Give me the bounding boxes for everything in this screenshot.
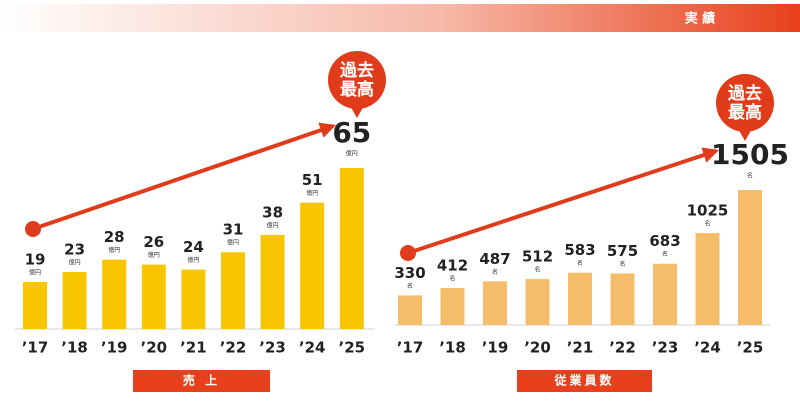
x-tick-label: ’25 (737, 339, 764, 357)
x-tick-label: ’24 (694, 339, 721, 357)
value-label: 1025 (687, 202, 729, 220)
x-tick-label: ’22 (220, 339, 247, 357)
x-tick-label: ’25 (339, 339, 366, 357)
value-label: 51 (302, 171, 323, 189)
badge-text: 最高 (340, 79, 374, 100)
unit-label: 名 (619, 260, 625, 268)
header-bar (0, 4, 800, 32)
value-label: 65 (332, 116, 371, 149)
unit-label: 億円 (148, 251, 160, 259)
value-label: 487 (479, 250, 510, 268)
bar (23, 281, 47, 329)
trend-arrow (32, 122, 337, 231)
unit-label: 名 (449, 275, 455, 283)
value-label: 575 (607, 242, 638, 260)
bar (221, 252, 245, 329)
value-label: 38 (262, 203, 283, 221)
value-label: 583 (564, 241, 595, 259)
unit-label: 億円 (69, 259, 81, 267)
bar (141, 264, 166, 329)
value-label: 24 (183, 238, 204, 256)
bar (260, 234, 285, 329)
unit-label: 億円 (187, 256, 199, 264)
chart-label-box (133, 370, 270, 392)
x-tick-label: ’23 (652, 339, 679, 357)
unit-label: 億円 (29, 268, 41, 276)
badge-text: 過去 (340, 60, 374, 81)
bar (568, 272, 592, 325)
x-tick-label: ’23 (259, 339, 286, 357)
unit-label: 名 (407, 282, 413, 290)
x-tick-label: ’22 (609, 339, 636, 357)
x-tick-label: ’21 (180, 339, 207, 357)
x-tick-label: ’20 (524, 339, 551, 357)
unit-label: 名 (492, 268, 498, 276)
value-label: 683 (649, 232, 680, 250)
value-label: 28 (104, 228, 125, 246)
unit-label: 名 (662, 250, 668, 258)
unit-label: 億円 (306, 189, 318, 197)
value-label: 23 (64, 241, 85, 259)
bar (181, 269, 206, 329)
unit-label: 名 (534, 266, 540, 274)
unit-label: 億円 (346, 150, 358, 158)
x-tick-label: ’19 (482, 339, 509, 357)
trend-start (400, 245, 416, 261)
trend-start (25, 221, 41, 237)
bar (738, 190, 762, 325)
bar (653, 263, 677, 325)
x-tick-label: ’21 (567, 339, 594, 357)
unit-label: 億円 (108, 246, 120, 254)
chart-title: 従業員数 (553, 373, 614, 388)
value-label: 412 (437, 257, 468, 275)
unit-label: 億円 (227, 239, 239, 247)
badge (716, 74, 774, 132)
value-label: 1505 (711, 138, 789, 171)
unit-label: 億円 (267, 221, 279, 229)
value-label: 512 (522, 248, 553, 266)
badge-text: 最高 (728, 102, 762, 123)
bar (525, 279, 550, 325)
chart-label-box (517, 370, 652, 392)
bar (102, 259, 127, 329)
bar (62, 272, 87, 329)
bar (695, 233, 720, 325)
unit-label: 名 (577, 259, 583, 267)
bar (300, 202, 325, 329)
value-label: 31 (223, 221, 244, 239)
header-title: 実 績 (685, 11, 716, 27)
x-tick-label: ’24 (299, 339, 326, 357)
x-tick-label: ’17 (22, 339, 49, 357)
bar (610, 273, 635, 325)
trend-arrow (407, 147, 720, 255)
bar (483, 281, 507, 325)
chart-title: 売 上 (183, 373, 220, 388)
x-tick-label: ’18 (61, 339, 88, 357)
x-tick-label: ’19 (101, 339, 128, 357)
value-label: 330 (394, 264, 425, 282)
x-tick-label: ’17 (397, 339, 424, 357)
badge (328, 51, 386, 109)
value-label: 26 (143, 233, 164, 251)
badge-text: 過去 (728, 83, 762, 104)
bar (339, 168, 364, 329)
x-tick-label: ’20 (141, 339, 168, 357)
x-tick-label: ’18 (439, 339, 466, 357)
value-label: 19 (25, 250, 46, 268)
bar (398, 295, 422, 325)
bar (440, 288, 465, 325)
unit-label: 名 (747, 172, 753, 180)
unit-label: 名 (704, 220, 710, 228)
